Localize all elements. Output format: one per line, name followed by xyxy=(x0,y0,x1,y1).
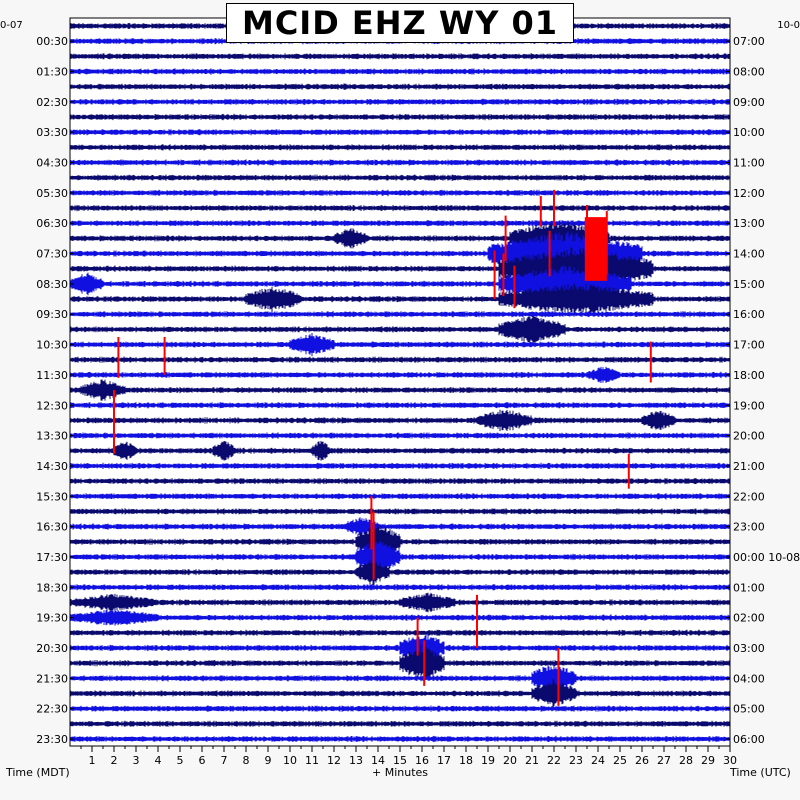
x-tick-label-15: 15 xyxy=(393,754,407,767)
right-time-label-22: 04:00 xyxy=(733,672,765,685)
x-tick-label-8: 8 xyxy=(243,754,250,767)
plot-background xyxy=(70,18,730,746)
x-tick-label-23: 23 xyxy=(569,754,583,767)
right-time-label-17: 23:00 xyxy=(733,521,765,534)
right-time-label-10: 16:00 xyxy=(733,308,765,321)
right-time-label-3: 09:00 xyxy=(733,96,765,109)
x-tick-label-24: 24 xyxy=(591,754,605,767)
x-tick-label-9: 9 xyxy=(265,754,272,767)
left-time-label-17: 16:30 xyxy=(36,521,68,534)
x-tick-label-16: 16 xyxy=(415,754,429,767)
chart-title: MCID EHZ WY 01 xyxy=(226,3,574,43)
x-tick-label-28: 28 xyxy=(679,754,693,767)
right-time-label-11: 17:00 xyxy=(733,339,765,352)
right-time-label-24: 06:00 xyxy=(733,733,765,746)
x-tick-label-22: 22 xyxy=(547,754,561,767)
right-time-label-19: 01:00 xyxy=(733,581,765,594)
right-time-labels: 07:00 08:00 09:00 10:00 11:00 12:00 13:00 14:00… xyxy=(726,35,800,746)
right-time-label-2: 08:00 xyxy=(733,66,765,79)
right-time-label-4: 10:00 xyxy=(733,126,765,139)
right-time-label-13: 19:00 xyxy=(733,399,765,412)
x-tick-label-21: 21 xyxy=(525,754,539,767)
x-tick-label-2: 2 xyxy=(111,754,118,767)
left-time-label-20: 19:30 xyxy=(36,612,68,625)
left-time-label-8: 07:30 xyxy=(36,248,68,261)
x-tick-label-18: 18 xyxy=(459,754,473,767)
left-time-label-5: 04:30 xyxy=(36,157,68,170)
left-time-label-21: 20:30 xyxy=(36,642,68,655)
right-time-label-21: 03:00 xyxy=(733,642,765,655)
header-date-right: 10-0 xyxy=(777,20,800,31)
x-tick-label-4: 4 xyxy=(155,754,162,767)
clipped-block-1 xyxy=(584,217,607,281)
right-time-label-9: 15:00 xyxy=(733,278,765,291)
left-time-label-6: 05:30 xyxy=(36,187,68,200)
left-time-label-2: 01:30 xyxy=(36,66,68,79)
right-time-label-16: 22:00 xyxy=(733,490,765,503)
left-time-labels: 00:30 01:30 02:30 03:30 04:30 05:30 06:30 07:30… xyxy=(36,35,74,746)
header-date-left: 0-07 xyxy=(0,20,23,31)
clipped-spike-group xyxy=(113,189,652,706)
right-time-label-1: 07:00 xyxy=(733,35,765,48)
x-axis-ticks: 1 2 3 4 5 6 7 8 9 10 11 12 13 14 15 16 17 18 19 20 21 22 23 24 2… xyxy=(80,746,737,767)
x-tick-label-1: 1 xyxy=(89,754,96,767)
left-time-label-14: 13:30 xyxy=(36,430,68,443)
left-time-label-3: 02:30 xyxy=(36,96,68,109)
x-tick-label-14: 14 xyxy=(371,754,385,767)
left-time-label-23: 22:30 xyxy=(36,703,68,716)
right-time-label-12: 18:00 xyxy=(733,369,765,382)
x-tick-label-25: 25 xyxy=(613,754,627,767)
left-time-label-18: 17:30 xyxy=(36,551,68,564)
x-tick-label-11: 11 xyxy=(305,754,319,767)
left-time-label-1: 00:30 xyxy=(36,35,68,48)
x-tick-label-3: 3 xyxy=(133,754,140,767)
left-time-label-11: 10:30 xyxy=(36,339,68,352)
right-time-label-20: 02:00 xyxy=(733,612,765,625)
right-time-label-8: 14:00 xyxy=(733,248,765,261)
left-time-label-19: 18:30 xyxy=(36,581,68,594)
right-axis-label: Time (UTC) xyxy=(730,766,791,779)
right-time-label-14: 20:00 xyxy=(733,430,765,443)
left-axis-label: Time (MDT) xyxy=(6,766,70,779)
left-time-label-16: 15:30 xyxy=(36,490,68,503)
left-time-label-4: 03:30 xyxy=(36,126,68,139)
x-tick-label-20: 20 xyxy=(503,754,517,767)
left-time-label-9: 08:30 xyxy=(36,278,68,291)
left-time-label-7: 06:30 xyxy=(36,217,68,230)
x-tick-label-7: 7 xyxy=(221,754,228,767)
x-tick-label-12: 12 xyxy=(327,754,341,767)
trace-line-8 xyxy=(69,129,731,136)
left-time-label-10: 09:30 xyxy=(36,308,68,321)
x-axis-label: + Minutes xyxy=(372,766,429,779)
x-tick-label-13: 13 xyxy=(349,754,363,767)
x-tick-label-10: 10 xyxy=(283,754,297,767)
x-tick-label-17: 17 xyxy=(437,754,451,767)
right-time-label-15: 21:00 xyxy=(733,460,765,473)
x-tick-label-26: 26 xyxy=(635,754,649,767)
x-tick-label-19: 19 xyxy=(481,754,495,767)
trace-line-23 xyxy=(69,356,731,363)
x-tick-label-27: 27 xyxy=(657,754,671,767)
x-tick-label-5: 5 xyxy=(177,754,184,767)
right-time-label-7: 13:00 xyxy=(733,217,765,230)
right-time-label-18: 00:00 10-08 xyxy=(733,551,800,564)
right-time-label-23: 05:00 xyxy=(733,703,765,716)
right-time-label-6: 12:00 xyxy=(733,187,765,200)
left-time-label-24: 23:30 xyxy=(36,733,68,746)
x-tick-label-30: 30 xyxy=(723,754,737,767)
x-tick-label-6: 6 xyxy=(199,754,206,767)
left-time-label-15: 14:30 xyxy=(36,460,68,473)
left-time-label-22: 21:30 xyxy=(36,672,68,685)
right-time-label-5: 11:00 xyxy=(733,157,765,170)
left-time-label-13: 12:30 xyxy=(36,399,68,412)
x-tick-label-29: 29 xyxy=(701,754,715,767)
left-time-label-12: 11:30 xyxy=(36,369,68,382)
